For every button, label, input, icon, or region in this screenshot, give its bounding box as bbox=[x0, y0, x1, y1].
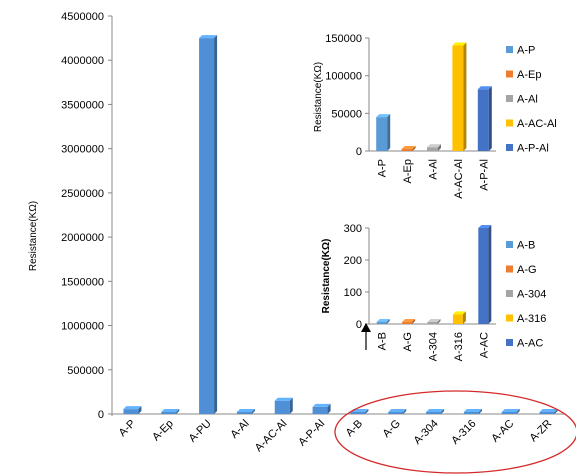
legend-swatch bbox=[506, 241, 513, 248]
inset-y-tick-label: 100 bbox=[344, 287, 362, 299]
main-x-tick-label: A-G bbox=[381, 418, 403, 440]
main-y-tick-label: 500000 bbox=[67, 365, 104, 377]
inset-y-tick-label: 300 bbox=[344, 223, 362, 235]
inset-bar bbox=[376, 114, 391, 151]
legend-swatch bbox=[506, 144, 513, 151]
main-x-tick-label: A-PU bbox=[187, 418, 214, 445]
main-x-tick-label: A-P-Al bbox=[296, 418, 327, 449]
main-y-tick-label: 0 bbox=[98, 409, 104, 421]
legend-swatch bbox=[506, 119, 513, 127]
inset2-y-axis-label: Resistance(KΩ) bbox=[321, 239, 332, 314]
main-bar bbox=[199, 35, 218, 414]
inset-x-tick-label: A-Al bbox=[428, 159, 440, 180]
legend-label: A-AC bbox=[517, 338, 543, 350]
inset-x-tick-label: A-G bbox=[402, 332, 414, 352]
main-y-tick-label: 1000000 bbox=[61, 321, 104, 333]
legend-label: A-G bbox=[517, 264, 537, 276]
inset-bar bbox=[478, 225, 492, 324]
inset-y-tick-label: 100000 bbox=[325, 71, 362, 83]
legend-label: A-304 bbox=[517, 289, 546, 301]
main-y-tick-label: 1500000 bbox=[61, 276, 104, 288]
legend-swatch bbox=[506, 46, 513, 53]
main-y-tick-label: 3500000 bbox=[61, 99, 104, 111]
main-y-tick-label: 4500000 bbox=[61, 11, 104, 23]
legend-label: A-P bbox=[517, 45, 535, 57]
main-y-tick-label: 2500000 bbox=[61, 188, 104, 200]
main-bar bbox=[539, 409, 558, 414]
legend-swatch bbox=[506, 95, 513, 102]
inset-bar bbox=[427, 319, 441, 324]
legend-label: A-AC-Al bbox=[517, 118, 557, 130]
inset-y-tick-label: 200 bbox=[344, 255, 362, 267]
inset-bar bbox=[452, 42, 467, 151]
legend-label: A-Ep bbox=[517, 69, 541, 81]
legend-label: A-316 bbox=[517, 313, 546, 325]
inset1-y-axis-label: Resistance(KΩ) bbox=[313, 62, 324, 132]
inset-y-tick-label: 150000 bbox=[325, 33, 362, 45]
main-x-tick-label: A-Ep bbox=[150, 418, 176, 444]
main-bar bbox=[463, 409, 482, 414]
legend-label: A-B bbox=[517, 240, 535, 252]
inset-x-tick-label: A-AC-Al bbox=[453, 159, 465, 199]
main-y-tick-label: 4000000 bbox=[61, 55, 104, 67]
inset-x-tick-label: A-Ep bbox=[402, 159, 414, 183]
inset-bar bbox=[427, 144, 441, 151]
annotation-arrow bbox=[361, 323, 371, 350]
inset-x-tick-label: A-B bbox=[377, 332, 389, 350]
main-x-tick-label: A-Al bbox=[228, 418, 251, 441]
annotation-ellipse bbox=[334, 390, 576, 474]
main-x-tick-label: A-B bbox=[344, 418, 365, 439]
main-y-tick-label: 3000000 bbox=[61, 144, 104, 156]
main-x-tick-label: A-ZR bbox=[528, 418, 555, 445]
inset-x-tick-label: A-304 bbox=[428, 332, 440, 361]
main-bar bbox=[236, 409, 255, 414]
inset-x-tick-label: A-P-Al bbox=[478, 159, 490, 191]
legend-swatch bbox=[506, 339, 513, 346]
inset-bar bbox=[452, 311, 466, 324]
legend-swatch bbox=[506, 265, 513, 273]
main-bar bbox=[274, 397, 293, 414]
inset-y-tick-label: 0 bbox=[356, 146, 362, 158]
inset-bar bbox=[401, 146, 416, 151]
legend-swatch bbox=[506, 70, 513, 78]
legend-label: A-P-Al bbox=[517, 143, 549, 155]
inset-chart-1: 0 50000 100000 150000 A-P A-Ep A-Al A-AC-Al A-P-… bbox=[325, 33, 556, 199]
inset-x-tick-label: A-316 bbox=[453, 332, 465, 361]
inset-bar bbox=[376, 319, 390, 324]
legend-swatch bbox=[506, 314, 513, 322]
main-bar bbox=[123, 406, 142, 414]
inset-y-tick-label: 0 bbox=[356, 319, 362, 331]
inset-x-tick-label: A-P bbox=[377, 159, 389, 177]
legend-swatch bbox=[506, 290, 513, 297]
main-bar bbox=[388, 409, 407, 414]
main-y-tick-label: 2000000 bbox=[61, 232, 104, 244]
main-bar bbox=[312, 403, 331, 414]
inset-bar bbox=[477, 86, 492, 151]
inset-chart-2: 0 100 200 300 A-B A-G A-304 A-316 A-AC A-B A-G A-30… bbox=[344, 223, 547, 361]
legend-label: A-Al bbox=[517, 94, 538, 106]
main-bar bbox=[501, 409, 520, 414]
main-bar bbox=[426, 409, 445, 414]
inset-y-tick-label: 50000 bbox=[331, 108, 362, 120]
inset-x-tick-label: A-AC bbox=[478, 332, 490, 358]
main-x-tick-label: A-P bbox=[117, 418, 138, 439]
main-x-tick-label: A-AC bbox=[489, 418, 516, 445]
main-x-tick-label: A-AC-Al bbox=[253, 418, 290, 455]
main-y-axis-label: Resistance(KΩ) bbox=[28, 201, 39, 271]
main-x-tick-label: A-304 bbox=[411, 418, 440, 447]
inset-bar bbox=[402, 319, 416, 324]
main-x-tick-label: A-316 bbox=[449, 418, 478, 447]
main-bar bbox=[161, 409, 180, 414]
